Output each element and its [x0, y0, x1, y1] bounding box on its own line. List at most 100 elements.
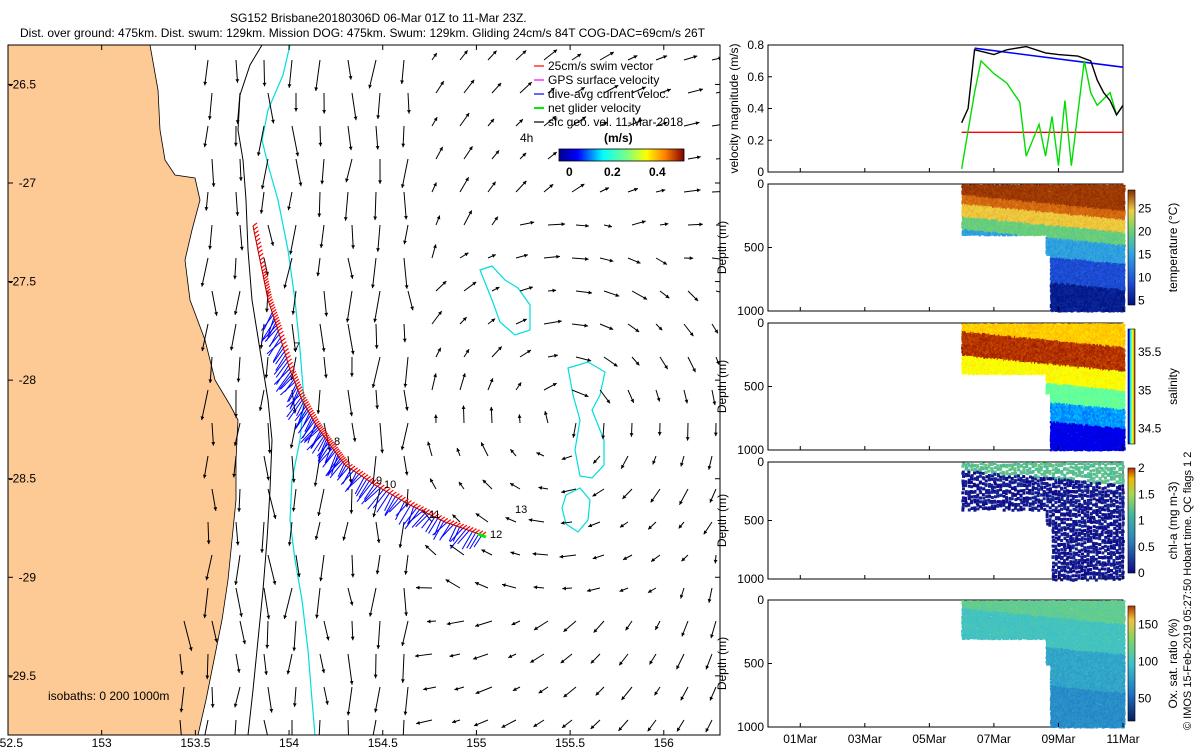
dac-vector — [354, 477, 365, 495]
dac-vector — [273, 368, 291, 385]
profile-sample — [965, 222, 969, 225]
sfc-velocity-arrowhead — [676, 665, 680, 670]
sfc-velocity-arrowhead — [664, 365, 668, 370]
swim-vector — [321, 429, 326, 434]
sfc-velocity-arrowhead — [287, 206, 291, 211]
profile-sample — [992, 231, 995, 234]
sfc-velocity-arrowhead — [346, 711, 351, 716]
sfc-velocity-arrowhead — [400, 80, 404, 84]
net-velocity-vector — [477, 532, 487, 539]
dac-vector — [311, 435, 325, 454]
isobath-0m — [237, 45, 273, 735]
dac-vector — [428, 518, 439, 534]
profile-sample — [996, 225, 999, 228]
dac-vector — [449, 527, 464, 543]
profile-sample — [974, 212, 978, 215]
swim-vector — [343, 460, 349, 465]
profile-sample — [977, 225, 980, 228]
sfc-velocity-arrowhead — [468, 210, 472, 215]
sfc-velocity-arrowhead — [614, 85, 619, 89]
sfc-velocity-arrowhead — [699, 222, 703, 227]
swim-vector — [294, 378, 300, 383]
sfc-velocity-arrowhead — [373, 674, 378, 679]
sfc-velocity-arrowhead — [580, 87, 585, 91]
sfc-velocity-arrowhead — [635, 361, 640, 366]
profile-sample — [986, 199, 989, 203]
sfc-velocity-arrowhead — [239, 246, 244, 251]
profile-sample — [969, 224, 972, 227]
swim-vector — [401, 496, 406, 501]
land-mass — [8, 45, 239, 735]
profile-sample — [964, 207, 967, 211]
sfc-velocity-arrowhead — [625, 626, 630, 631]
sfc-velocity-arrow — [267, 92, 275, 124]
sfc-velocity-arrow — [203, 455, 209, 479]
dac-vector — [330, 455, 339, 475]
map-xtick-label: 155.5 — [555, 736, 585, 750]
sfc-velocity-arrowhead — [323, 374, 328, 379]
sfc-velocity-arrowhead — [235, 79, 240, 83]
sfc-velocity-arrow — [234, 719, 237, 735]
profile-sample — [989, 206, 992, 210]
profile-sample — [984, 191, 988, 195]
sfc-velocity-arrowhead — [593, 628, 598, 633]
profile-sample — [965, 233, 968, 236]
profile-sample — [973, 194, 976, 197]
profile-sample — [988, 191, 992, 195]
swim-vector — [272, 311, 278, 316]
sfc-velocity-arrow — [317, 389, 321, 414]
sfc-velocity-arrow — [267, 224, 274, 246]
profile-sample — [989, 225, 992, 229]
swim-vector — [306, 405, 312, 410]
profile-sample — [992, 214, 995, 217]
profile-sample — [968, 213, 972, 216]
profile-sample — [990, 196, 993, 199]
profile-sample — [989, 188, 992, 192]
profile-sample — [964, 206, 967, 209]
sfc-velocity-arrow — [318, 719, 321, 735]
profile-sample — [987, 190, 991, 193]
dac-vector — [466, 532, 477, 549]
sfc-velocity-arrowhead — [376, 115, 381, 119]
sfc-velocity-arrowhead — [214, 638, 218, 643]
panel-ytick-label: 1000 — [737, 304, 764, 318]
sfc-velocity-arrow — [404, 356, 409, 388]
sfc-velocity-arrowhead — [716, 360, 720, 365]
dac-vector — [376, 492, 390, 513]
sfc-velocity-arrowhead — [436, 215, 441, 220]
profile-sample — [991, 208, 995, 212]
sfc-velocity-arrowhead — [349, 412, 354, 417]
swim-vector — [304, 401, 309, 405]
sfc-velocity-arrow — [206, 653, 209, 680]
dac-vector — [363, 484, 375, 500]
profile-sample — [967, 199, 970, 203]
sfc-velocity-arrowhead — [349, 274, 354, 279]
profile-sample — [968, 227, 971, 230]
sfc-velocity-arrowhead — [592, 555, 597, 560]
profile-sample — [967, 211, 970, 215]
profile-sample — [967, 221, 970, 225]
sfc-velocity-arrowhead — [287, 84, 292, 88]
profile-sample — [977, 219, 981, 222]
swim-vector — [259, 256, 265, 261]
map-xtick-label: 152.5 — [0, 736, 23, 750]
sfc-velocity-arrowhead — [649, 660, 653, 665]
profile-sample — [967, 214, 971, 218]
sfc-velocity-arrowhead — [440, 81, 444, 86]
sfc-velocity-arrowhead — [482, 479, 487, 484]
sfc-velocity-arrow — [347, 257, 354, 279]
sfc-velocity-arrow — [292, 290, 297, 315]
sfc-velocity-arrowhead — [615, 293, 620, 297]
swim-vector — [416, 504, 421, 509]
profile-sample — [993, 229, 996, 233]
profile-sample — [961, 206, 964, 209]
dac-vector — [275, 371, 292, 392]
profile-sample — [980, 196, 984, 200]
sfc-velocity-arrowhead — [712, 401, 717, 406]
sfc-velocity-arrowhead — [324, 312, 329, 317]
sfc-velocity-arrow — [235, 191, 239, 216]
profile-sample — [967, 188, 970, 191]
dac-vector — [304, 417, 313, 432]
profile-sample — [969, 187, 972, 190]
